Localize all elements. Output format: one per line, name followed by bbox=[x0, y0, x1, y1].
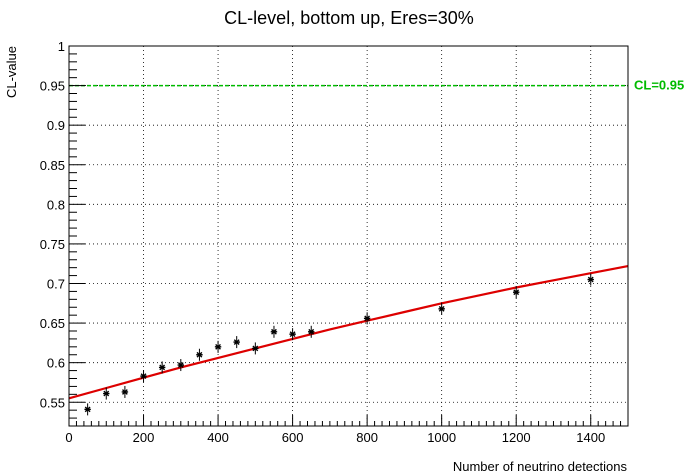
marker-stroke bbox=[215, 343, 221, 350]
marker-stroke bbox=[159, 364, 166, 371]
marker-stroke bbox=[289, 331, 296, 338]
x-tick-label: 0 bbox=[65, 430, 72, 445]
data-point bbox=[438, 302, 445, 315]
marker-stroke bbox=[196, 351, 203, 358]
y-tick-label: 0.6 bbox=[47, 356, 65, 371]
data-point bbox=[252, 342, 259, 355]
reference-line-label: CL=0.95 bbox=[634, 78, 684, 93]
x-tick-label: 1000 bbox=[427, 430, 456, 445]
marker-stroke bbox=[84, 406, 91, 413]
x-tick-label: 1200 bbox=[502, 430, 531, 445]
y-tick-label: 0.65 bbox=[40, 316, 65, 331]
marker-stroke bbox=[233, 339, 240, 345]
reference-line-group: CL=0.95 bbox=[69, 78, 684, 93]
data-point bbox=[177, 359, 184, 372]
y-tick-label: 0.55 bbox=[40, 395, 65, 410]
marker-stroke bbox=[513, 289, 520, 296]
marker-stroke bbox=[177, 362, 184, 368]
data-points bbox=[84, 273, 594, 416]
data-point bbox=[289, 328, 296, 341]
data-point bbox=[196, 348, 203, 361]
axes: 0 200 400 600 800 1000 1200 1400 0.55 0.6 0.65 0.7 0… bbox=[40, 39, 629, 445]
y-tick-label: 0.9 bbox=[47, 118, 65, 133]
marker-stroke bbox=[308, 328, 315, 335]
marker-stroke bbox=[103, 390, 110, 397]
chart-title: CL-level, bottom up, Eres=30% bbox=[224, 8, 474, 28]
data-point bbox=[140, 370, 147, 383]
data-point bbox=[103, 387, 110, 400]
marker-stroke bbox=[364, 315, 371, 322]
x-axis-title: Number of neutrino detections bbox=[453, 459, 628, 474]
x-tick-label: 400 bbox=[207, 430, 229, 445]
fit-line bbox=[68, 265, 629, 400]
y-axis-title: CL-value bbox=[4, 46, 19, 98]
x-tick-label: 200 bbox=[133, 430, 155, 445]
data-point bbox=[363, 312, 371, 325]
data-point bbox=[121, 385, 129, 398]
y-tick-label: 0.7 bbox=[47, 277, 65, 292]
plot-frame bbox=[68, 45, 629, 427]
x-tick-label: 1400 bbox=[576, 430, 605, 445]
grid bbox=[69, 46, 628, 426]
fit-line-group bbox=[68, 265, 629, 400]
data-point bbox=[158, 361, 166, 374]
x-tick-label: 600 bbox=[282, 430, 304, 445]
y-tick-label: 1 bbox=[58, 39, 65, 54]
y-tick-label: 0.8 bbox=[47, 197, 65, 212]
marker-stroke bbox=[122, 389, 128, 395]
data-point bbox=[587, 273, 594, 286]
y-tick-label: 0.85 bbox=[40, 158, 65, 173]
marker-stroke bbox=[587, 276, 594, 283]
y-tick-label: 0.95 bbox=[40, 79, 65, 94]
marker-stroke bbox=[252, 345, 259, 352]
y-tick-label: 0.75 bbox=[40, 237, 65, 252]
data-point bbox=[270, 325, 278, 338]
data-point bbox=[308, 325, 315, 338]
x-tick-label: 800 bbox=[356, 430, 378, 445]
data-point bbox=[513, 286, 520, 299]
data-point bbox=[233, 336, 240, 349]
marker-stroke bbox=[271, 328, 277, 335]
marker-stroke bbox=[140, 373, 147, 380]
data-point bbox=[214, 340, 222, 353]
marker-stroke bbox=[438, 305, 445, 312]
data-point bbox=[84, 403, 91, 416]
